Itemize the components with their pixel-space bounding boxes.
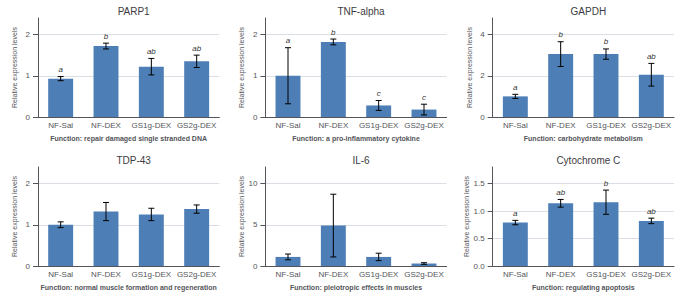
svg-text:Relative expression levels: Relative expression levels <box>238 176 246 257</box>
svg-text:Function: regulating apoptosis: Function: regulating apoptosis <box>532 284 635 292</box>
svg-text:GS1g-DEX: GS1g-DEX <box>359 121 399 130</box>
svg-text:PARP1: PARP1 <box>118 6 150 17</box>
svg-text:NF-DEX: NF-DEX <box>546 270 576 279</box>
svg-text:IL-6: IL-6 <box>352 155 370 166</box>
svg-text:c: c <box>377 89 381 98</box>
svg-text:NF-Sal: NF-Sal <box>276 270 301 279</box>
svg-text:GS2g-DEX: GS2g-DEX <box>632 270 672 279</box>
svg-text:0: 0 <box>26 113 31 122</box>
svg-text:TDP-43: TDP-43 <box>116 155 151 166</box>
svg-text:NF-Sal: NF-Sal <box>503 270 528 279</box>
svg-text:NF-Sal: NF-Sal <box>48 121 73 130</box>
svg-text:10: 10 <box>248 179 257 188</box>
svg-text:GS2g-DEX: GS2g-DEX <box>177 121 217 130</box>
svg-text:NF-DEX: NF-DEX <box>318 270 348 279</box>
svg-text:GS2g-DEX: GS2g-DEX <box>632 121 672 130</box>
svg-text:Function: repair damaged singl: Function: repair damaged single stranded… <box>50 135 207 143</box>
svg-text:TNF-alpha: TNF-alpha <box>337 6 385 17</box>
svg-text:Relative expression levels: Relative expression levels <box>463 176 471 257</box>
svg-text:2: 2 <box>253 30 258 39</box>
svg-text:Function: normal muscle format: Function: normal muscle formation and re… <box>41 284 217 292</box>
svg-text:1.0: 1.0 <box>474 207 486 216</box>
svg-text:c: c <box>422 93 426 102</box>
svg-text:b: b <box>604 37 609 46</box>
svg-text:2: 2 <box>480 71 485 80</box>
svg-text:Relative expression levels: Relative expression levels <box>466 27 474 108</box>
svg-text:5: 5 <box>253 220 258 229</box>
svg-text:NF-DEX: NF-DEX <box>91 121 121 130</box>
svg-text:0: 0 <box>480 113 485 122</box>
svg-text:NF-Sal: NF-Sal <box>276 121 301 130</box>
svg-text:1: 1 <box>26 71 31 80</box>
svg-text:1: 1 <box>26 220 31 229</box>
svg-text:0: 0 <box>253 113 258 122</box>
svg-text:GS1g-DEX: GS1g-DEX <box>586 270 626 279</box>
svg-text:0: 0 <box>26 262 31 271</box>
svg-text:ab: ab <box>147 47 156 56</box>
svg-text:GS2g-DEX: GS2g-DEX <box>404 121 444 130</box>
svg-text:ab: ab <box>192 44 201 53</box>
svg-text:GS1g-DEX: GS1g-DEX <box>359 270 399 279</box>
svg-text:1: 1 <box>253 71 258 80</box>
svg-text:2: 2 <box>26 179 31 188</box>
svg-text:a: a <box>286 36 291 45</box>
svg-text:Relative expression levels: Relative expression levels <box>11 27 19 108</box>
svg-text:a: a <box>513 83 518 92</box>
svg-text:Function: carbohydrate metabol: Function: carbohydrate metabolism <box>524 135 643 143</box>
svg-text:NF-DEX: NF-DEX <box>318 121 348 130</box>
svg-text:Function: a pro-inflammatory c: Function: a pro-inflammatory cytokine <box>292 135 420 143</box>
svg-text:a: a <box>58 65 63 74</box>
svg-text:ab: ab <box>647 207 656 216</box>
svg-text:2: 2 <box>26 30 31 39</box>
svg-text:b: b <box>604 179 609 188</box>
svg-text:NF-Sal: NF-Sal <box>48 270 73 279</box>
svg-text:GS2g-DEX: GS2g-DEX <box>177 270 217 279</box>
svg-text:0: 0 <box>253 262 258 271</box>
svg-text:1.5: 1.5 <box>474 179 486 188</box>
svg-text:b: b <box>558 30 563 39</box>
svg-text:b: b <box>104 32 109 41</box>
svg-text:GS1g-DEX: GS1g-DEX <box>586 121 626 130</box>
svg-text:a: a <box>513 209 518 218</box>
svg-text:Cytochrome C: Cytochrome C <box>556 155 620 166</box>
svg-text:NF-Sal: NF-Sal <box>503 121 528 130</box>
svg-text:GS2g-DEX: GS2g-DEX <box>404 270 444 279</box>
svg-text:Function: pleiotropic effects: Function: pleiotropic effects in muscles <box>290 284 422 292</box>
svg-text:0.5: 0.5 <box>474 234 486 243</box>
svg-text:GS1g-DEX: GS1g-DEX <box>132 270 172 279</box>
svg-text:0.0: 0.0 <box>474 262 486 271</box>
svg-text:NF-DEX: NF-DEX <box>91 270 121 279</box>
svg-text:Relative expression levels: Relative expression levels <box>238 27 246 108</box>
svg-text:ab: ab <box>556 188 565 197</box>
svg-text:4: 4 <box>480 30 485 39</box>
svg-text:GAPDH: GAPDH <box>571 6 607 17</box>
svg-text:Relative expression levels: Relative expression levels <box>11 176 19 257</box>
svg-text:NF-DEX: NF-DEX <box>546 121 576 130</box>
svg-text:ab: ab <box>647 52 656 61</box>
svg-text:b: b <box>331 28 336 37</box>
svg-text:GS1g-DEX: GS1g-DEX <box>132 121 172 130</box>
